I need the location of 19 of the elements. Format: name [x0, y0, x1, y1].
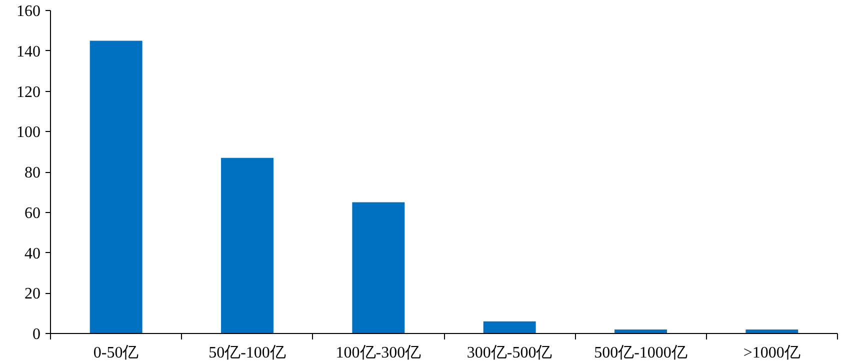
x-tick-label: 300亿-500亿 [466, 344, 552, 362]
bar [352, 202, 405, 334]
y-tick-label: 140 [16, 43, 40, 60]
y-tick-label: 0 [32, 326, 40, 343]
x-tick-label: 50亿-100亿 [208, 344, 286, 362]
x-tick-label: >1000亿 [743, 344, 800, 362]
bar [221, 158, 274, 334]
y-tick-label: 160 [16, 3, 40, 20]
y-tick-label: 40 [24, 245, 40, 262]
bar [90, 40, 142, 334]
y-tick-label: 100 [16, 124, 40, 142]
y-tick-label: 120 [16, 84, 40, 101]
x-tick-label: 500亿-1000亿 [594, 344, 688, 362]
x-tick-label: 100亿-300亿 [336, 344, 422, 362]
y-tick-label: 20 [24, 286, 40, 303]
x-tick-label: 0-50亿 [93, 344, 139, 362]
y-tick-label: 80 [24, 164, 40, 182]
bar [483, 321, 536, 334]
y-tick-label: 60 [24, 204, 40, 222]
